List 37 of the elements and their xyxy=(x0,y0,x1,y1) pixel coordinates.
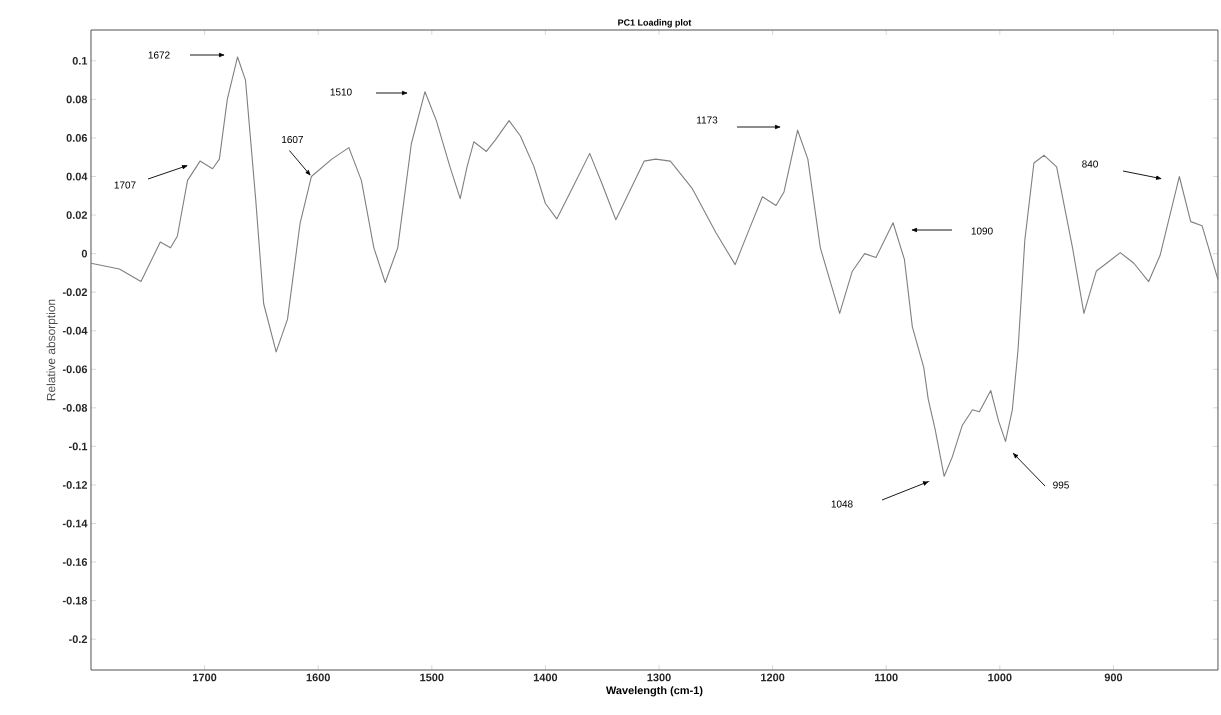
y-axis-title: Relative absorption xyxy=(46,299,58,401)
x-tick-label: 1300 xyxy=(647,673,671,682)
y-tick-label: 0.1 xyxy=(72,56,88,65)
y-tick-label: -0.16 xyxy=(62,558,88,566)
y-tick-label: 0 xyxy=(81,249,88,258)
y-tick-label: 0.06 xyxy=(66,134,88,142)
annotation: 1090 xyxy=(971,227,993,235)
y-tick-label: 0.08 xyxy=(66,95,88,104)
annotation: 995 xyxy=(1053,481,1069,489)
annotation: 1048 xyxy=(831,500,853,508)
y-tick-label: -0.1 xyxy=(69,442,88,451)
y-tick-label: 0.04 xyxy=(66,172,88,181)
x-tick-label: 900 xyxy=(1104,673,1123,682)
y-tick-label: -0.02 xyxy=(62,288,88,297)
annotation: 1173 xyxy=(697,116,718,124)
annotation: 1510 xyxy=(330,88,352,96)
x-tick-label: 1100 xyxy=(875,673,898,682)
chart-title: PC1 Loading plot xyxy=(618,19,692,28)
y-tick-label: -0.18 xyxy=(62,596,88,605)
y-tick-label: -0.08 xyxy=(62,403,88,412)
x-axis-title: Wavelength (cm-1) xyxy=(605,686,703,697)
x-tick-label: 1000 xyxy=(988,673,1012,682)
y-tick-label: -0.12 xyxy=(62,481,88,489)
x-tick-label: 1600 xyxy=(306,673,330,682)
y-tick-label: -0.06 xyxy=(62,365,88,374)
annotation: 1607 xyxy=(282,135,303,144)
x-tick-label: 1700 xyxy=(193,673,217,682)
x-tick-label: 1200 xyxy=(761,673,785,682)
x-tick-label: 1500 xyxy=(420,673,444,682)
x-tick-label: 1400 xyxy=(533,673,558,682)
y-tick-label: 0.02 xyxy=(66,211,88,219)
annotation: 1672 xyxy=(148,51,170,59)
y-tick-label: -0.04 xyxy=(62,326,88,335)
annotation: 1707 xyxy=(114,181,136,189)
y-tick-label: -0.2 xyxy=(69,635,88,644)
annotation: 840 xyxy=(1082,160,1098,168)
y-tick-label: -0.14 xyxy=(62,519,88,528)
